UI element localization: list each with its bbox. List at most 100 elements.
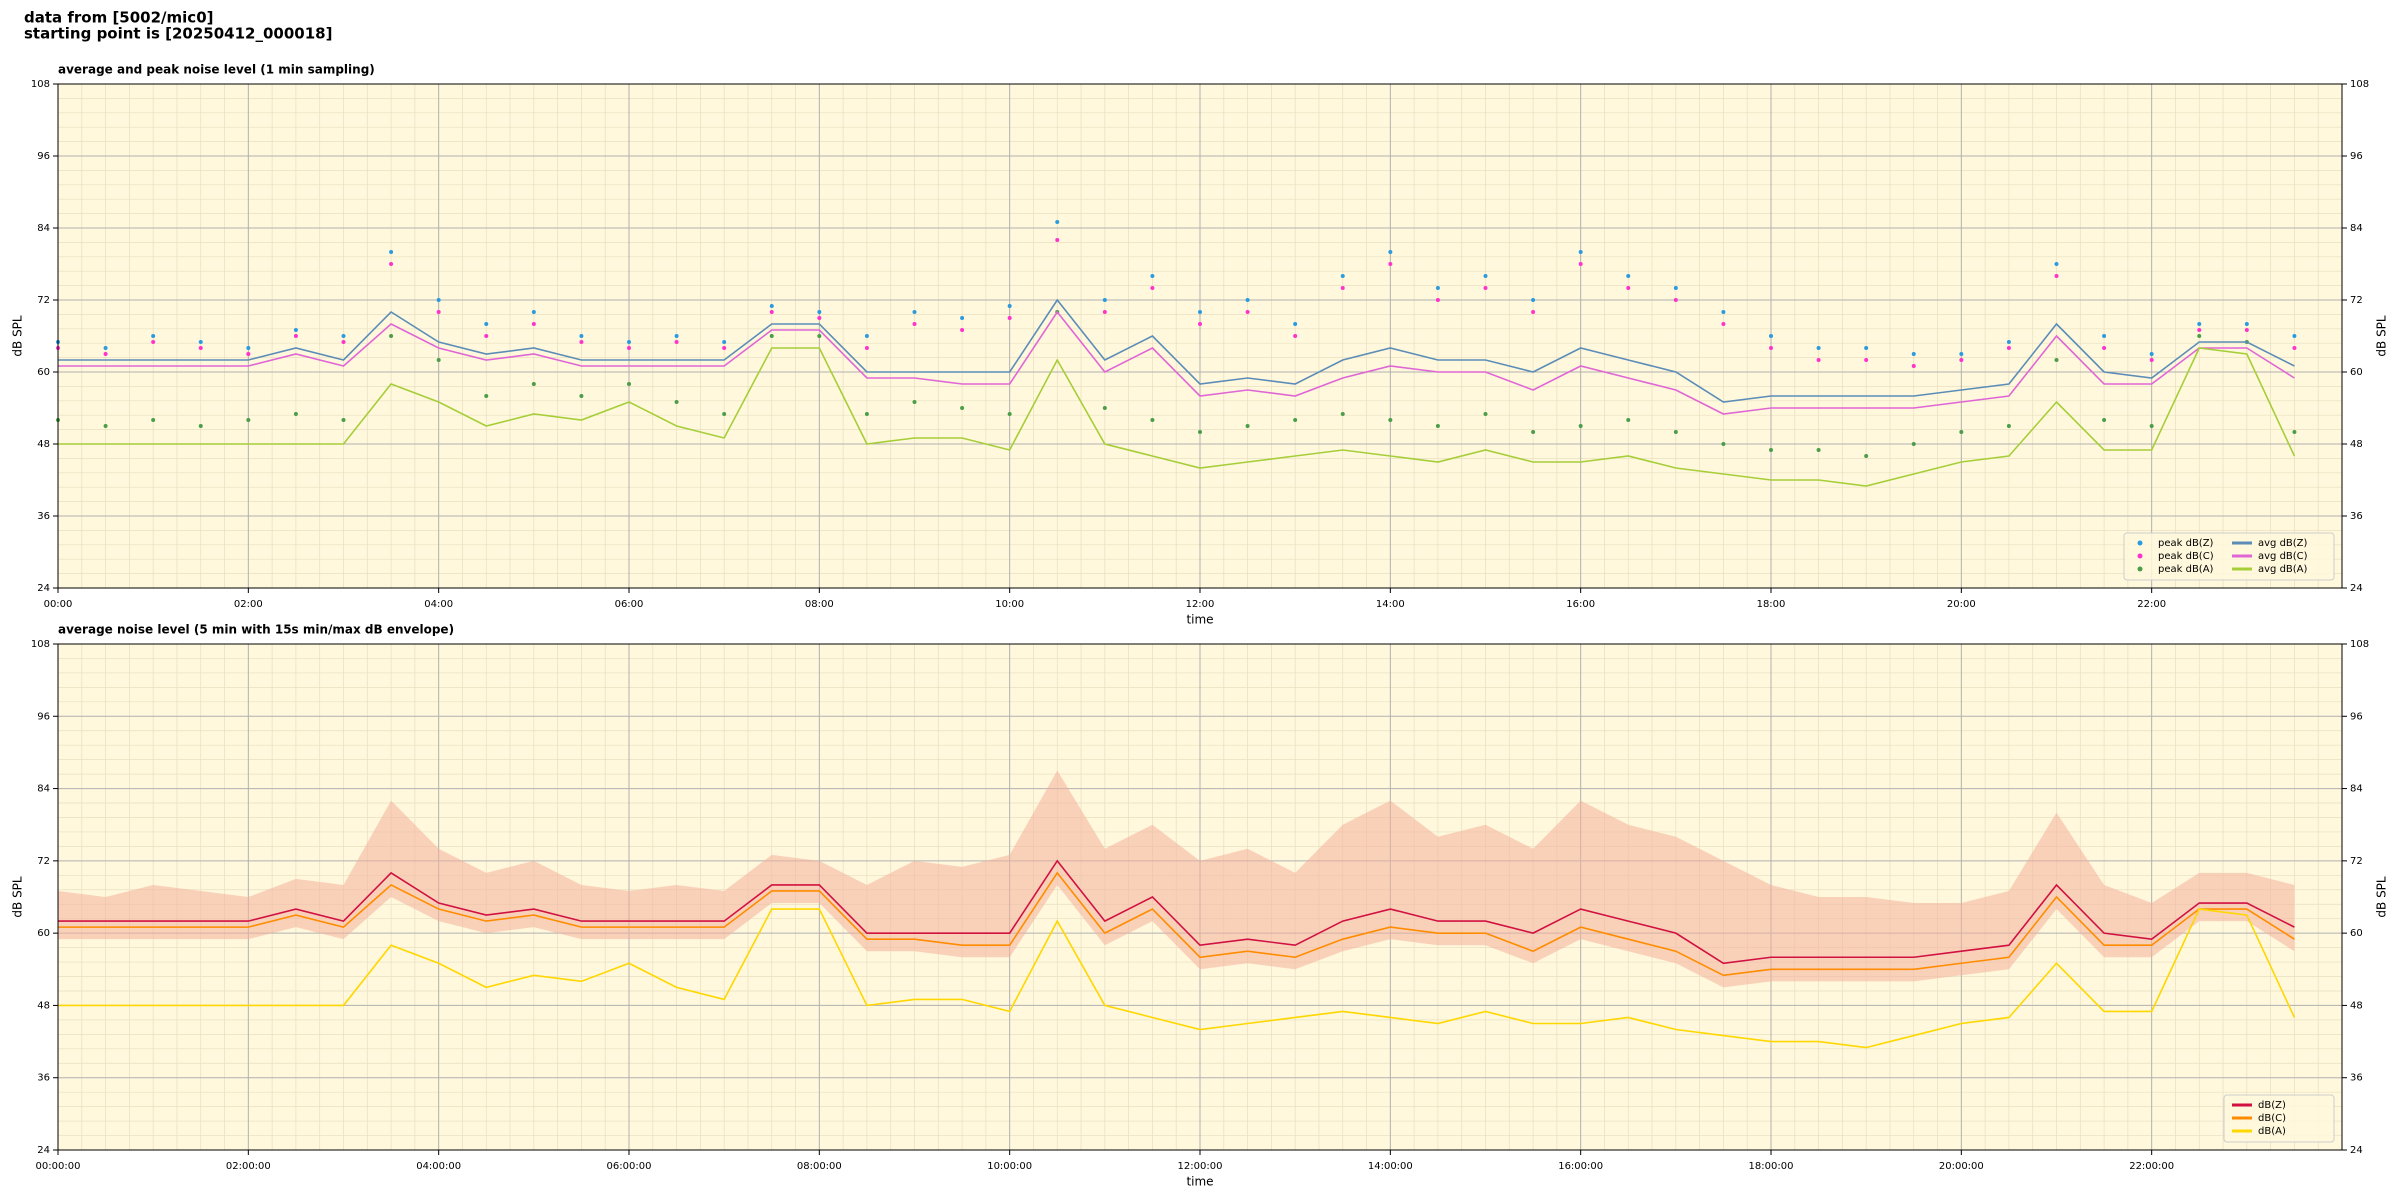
- peak-point: [627, 346, 631, 350]
- peak-point: [389, 250, 394, 254]
- peak-point: [1293, 334, 1298, 338]
- x-tick-label: 08:00:00: [797, 1161, 842, 1172]
- peak-point: [1531, 310, 1536, 314]
- peak-point: [103, 346, 108, 350]
- peak-point: [1293, 418, 1298, 422]
- x-tick-label: 16:00:00: [1558, 1161, 1603, 1172]
- peak-point: [1483, 274, 1488, 278]
- chart-title: average noise level (5 min with 15s min/…: [58, 623, 454, 637]
- peak-point: [1673, 286, 1678, 290]
- peak-point: [1055, 220, 1060, 224]
- peak-point: [1531, 430, 1536, 434]
- peak-point: [722, 340, 727, 344]
- y-tick-label: 24: [37, 1145, 50, 1156]
- peak-point: [389, 262, 394, 266]
- series-line: [58, 908, 2296, 1049]
- peak-point: [103, 352, 108, 356]
- series-line: [58, 298, 2295, 403]
- peak-point: [864, 334, 869, 338]
- peak-point: [674, 334, 679, 338]
- y-tick-label: 36: [37, 511, 50, 522]
- legend-label: peak dB(Z): [2158, 538, 2214, 549]
- y2-axis-label: dB SPL: [2375, 315, 2389, 357]
- x-tick-label: 12:00: [1186, 599, 1215, 610]
- x-tick-label: 20:00: [1947, 599, 1976, 610]
- y2-tick-label: 48: [2350, 439, 2363, 450]
- legend-label: peak dB(C): [2158, 551, 2214, 562]
- x-tick-label: 16:00: [1566, 599, 1595, 610]
- y-tick-label: 96: [37, 151, 50, 162]
- y2-tick-label: 96: [2350, 151, 2363, 162]
- envelope-band: [58, 770, 2295, 988]
- peak-point: [1864, 346, 1869, 350]
- peak-point: [2292, 334, 2297, 338]
- legend-label: dB(Z): [2258, 1100, 2286, 1111]
- y2-tick-label: 24: [2350, 583, 2363, 594]
- peak-point: [2292, 346, 2297, 350]
- peak-point: [341, 418, 346, 422]
- y-tick-label: 84: [37, 223, 50, 234]
- y-axis-label: dB SPL: [11, 315, 25, 357]
- peak-point: [2054, 358, 2059, 362]
- series-line: [58, 871, 2295, 977]
- peak-point: [912, 400, 917, 404]
- peak-point: [960, 406, 965, 410]
- peak-point: [1435, 424, 1440, 428]
- peak-point: [1911, 442, 1916, 446]
- peak-point: [1769, 334, 1773, 338]
- peak-point: [912, 322, 917, 326]
- peak-point: [1388, 250, 1393, 254]
- chart-title: average and peak noise level (1 min samp…: [58, 63, 375, 77]
- y2-tick-label: 24: [2350, 1145, 2363, 1156]
- series-line: [58, 310, 2295, 415]
- x-tick-label: 22:00: [2137, 599, 2166, 610]
- peak-point: [1388, 262, 1393, 266]
- peak-point: [1483, 286, 1488, 290]
- y-tick-label: 36: [37, 1073, 50, 1084]
- peak-point: [246, 352, 251, 356]
- peak-point: [389, 334, 394, 338]
- plot-frame: [57, 83, 2343, 589]
- peak-point: [1007, 412, 1012, 416]
- x-tick-label: 10:00:00: [987, 1161, 1032, 1172]
- peak-point: [864, 346, 869, 350]
- peak-point: [1102, 406, 1107, 410]
- series-line: [58, 347, 2296, 487]
- y-tick-label: 108: [31, 639, 50, 650]
- x-axis-label: time: [1186, 1175, 1213, 1189]
- peak-point: [1007, 304, 1012, 308]
- peak-point: [1626, 286, 1631, 290]
- peak-point: [1673, 298, 1678, 302]
- peak-point: [2102, 418, 2107, 422]
- peak-point: [1959, 430, 1964, 434]
- peak-point: [531, 382, 536, 386]
- y-tick-label: 48: [37, 1000, 50, 1011]
- peak-point: [531, 310, 536, 314]
- y2-tick-label: 84: [2350, 784, 2363, 795]
- peak-point: [722, 346, 727, 350]
- peak-point: [2054, 274, 2059, 278]
- x-tick-label: 04:00:00: [416, 1161, 461, 1172]
- peak-point: [198, 424, 203, 428]
- x-axis-label: time: [1186, 613, 1213, 627]
- x-tick-label: 14:00: [1376, 599, 1405, 610]
- peak-point: [198, 340, 203, 344]
- peak-point: [960, 328, 965, 332]
- peak-point: [864, 412, 869, 416]
- peak-point: [436, 310, 441, 314]
- peak-point: [2244, 328, 2249, 332]
- y-tick-label: 48: [37, 439, 50, 450]
- peak-point: [484, 394, 489, 398]
- y-tick-label: 60: [37, 367, 50, 378]
- x-tick-label: 08:00: [805, 599, 834, 610]
- x-tick-label: 18:00:00: [1749, 1161, 1794, 1172]
- peak-point: [579, 394, 584, 398]
- peak-point: [1007, 316, 1012, 320]
- x-tick-label: 20:00:00: [1939, 1161, 1984, 1172]
- x-tick-label: 22:00:00: [2129, 1161, 2174, 1172]
- peak-point: [1198, 322, 1202, 326]
- y2-tick-label: 60: [2350, 928, 2363, 939]
- x-tick-label: 00:00:00: [36, 1161, 81, 1172]
- peak-point: [1245, 310, 1250, 314]
